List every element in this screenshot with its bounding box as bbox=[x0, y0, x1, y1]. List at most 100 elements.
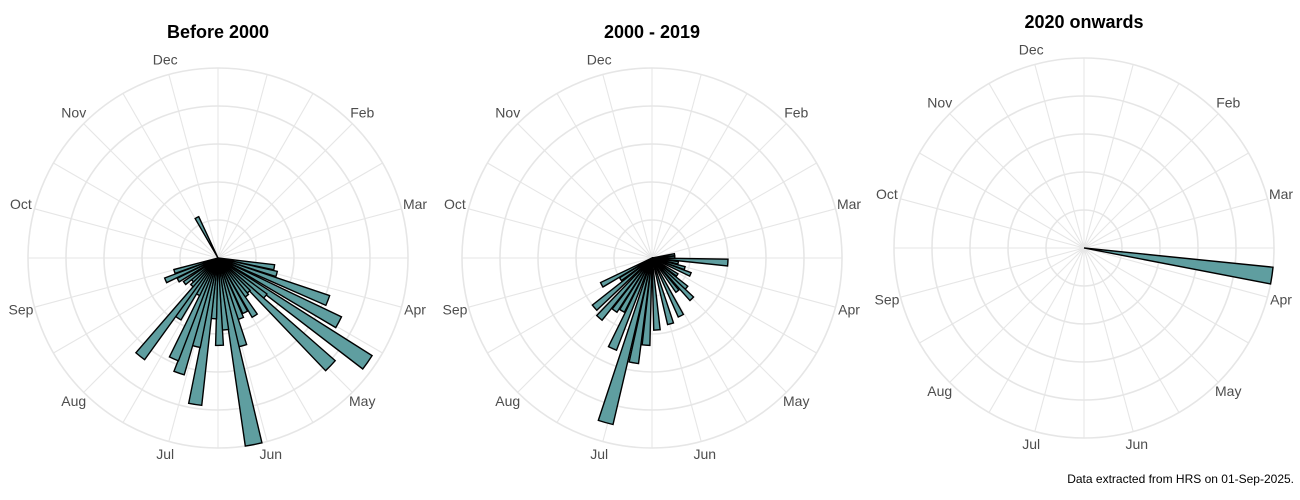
bar bbox=[182, 257, 219, 286]
grid-spoke bbox=[1083, 247, 1249, 344]
grid-spoke bbox=[651, 93, 748, 259]
grid-spoke bbox=[468, 257, 653, 308]
month-label-may: May bbox=[349, 393, 375, 409]
bar bbox=[173, 257, 219, 275]
bar bbox=[1083, 247, 1274, 285]
month-label-feb: Feb bbox=[784, 104, 808, 120]
bar bbox=[607, 257, 653, 352]
month-label-aug: Aug bbox=[495, 393, 520, 409]
grid-spoke bbox=[651, 208, 836, 259]
month-label-jul: Jul bbox=[156, 446, 174, 462]
month-label-oct: Oct bbox=[876, 186, 898, 202]
month-label-apr: Apr bbox=[1270, 292, 1292, 308]
bar bbox=[597, 257, 653, 426]
panel-title: 2020 onwards bbox=[1024, 12, 1143, 32]
bar bbox=[599, 257, 653, 288]
month-label-oct: Oct bbox=[444, 196, 466, 212]
month-label-oct: Oct bbox=[10, 196, 32, 212]
month-label-may: May bbox=[1215, 383, 1241, 399]
grid-spoke bbox=[988, 247, 1085, 413]
grid-spoke bbox=[949, 247, 1085, 383]
bar bbox=[651, 257, 693, 278]
grid-spoke bbox=[1083, 247, 1219, 383]
data-source-caption: Data extracted from HRS on 01-Sep-2025. bbox=[1067, 472, 1294, 486]
grid-spoke bbox=[1034, 64, 1085, 249]
month-label-mar: Mar bbox=[403, 196, 427, 212]
bar bbox=[217, 257, 259, 319]
month-label-jul: Jul bbox=[590, 446, 608, 462]
grid-spoke bbox=[556, 93, 653, 259]
panel-title: Before 2000 bbox=[167, 22, 269, 42]
bar bbox=[194, 215, 219, 259]
month-label-dec: Dec bbox=[153, 52, 178, 68]
grid-spoke bbox=[919, 247, 1085, 344]
month-label-sep: Sep bbox=[874, 292, 899, 308]
month-label-feb: Feb bbox=[350, 104, 374, 120]
bar bbox=[591, 257, 653, 312]
grid-spoke bbox=[217, 123, 353, 259]
bar bbox=[651, 257, 685, 318]
grid-spoke bbox=[217, 208, 402, 259]
grid-spoke bbox=[487, 162, 653, 259]
grid-spoke bbox=[651, 257, 817, 354]
bar bbox=[134, 257, 219, 361]
grid-spoke bbox=[1083, 247, 1134, 432]
grid-spoke bbox=[1083, 83, 1180, 249]
bar bbox=[611, 257, 653, 314]
bar bbox=[217, 257, 343, 329]
month-label-mar: Mar bbox=[837, 196, 861, 212]
grid-spoke bbox=[517, 123, 653, 259]
grid-spoke bbox=[949, 113, 1085, 249]
grid-spoke bbox=[53, 162, 219, 259]
bar bbox=[217, 257, 263, 447]
bar bbox=[217, 257, 331, 307]
month-label-sep: Sep bbox=[442, 302, 467, 318]
panel-title: 2000 - 2019 bbox=[604, 22, 700, 42]
grid-spoke bbox=[1034, 247, 1085, 432]
month-label-aug: Aug bbox=[927, 383, 952, 399]
grid-spoke bbox=[1083, 198, 1268, 249]
grid-spoke bbox=[988, 83, 1085, 249]
grid-spoke bbox=[651, 123, 787, 259]
month-label-aug: Aug bbox=[61, 393, 86, 409]
bar bbox=[163, 257, 219, 284]
polar-panel-2: Feb Mar Apr May Jun Jul Aug Sep Oct Nov Dec 2000 - … bbox=[442, 22, 861, 462]
month-label-nov: Nov bbox=[61, 104, 86, 120]
bar bbox=[651, 257, 680, 294]
grid-spoke bbox=[217, 162, 383, 259]
bar bbox=[217, 257, 249, 315]
month-label-nov: Nov bbox=[927, 94, 952, 110]
polar-panel-1: Feb Mar Apr May Jun Jul Aug Sep Oct Nov Dec Before … bbox=[8, 22, 427, 462]
grid-spoke bbox=[651, 74, 702, 259]
grid-spoke bbox=[468, 208, 653, 259]
bar bbox=[651, 257, 661, 331]
grid-spoke bbox=[168, 74, 219, 259]
grid-spoke bbox=[651, 162, 817, 259]
polar-panel-3: Feb Mar Apr May Jun Jul Aug Sep Oct Nov Dec 2020 on… bbox=[874, 12, 1293, 452]
bar bbox=[217, 257, 337, 372]
month-label-apr: Apr bbox=[404, 302, 426, 318]
month-label-nov: Nov bbox=[495, 104, 520, 120]
grid-spoke bbox=[919, 152, 1085, 249]
month-label-dec: Dec bbox=[1019, 42, 1044, 58]
month-label-feb: Feb bbox=[1216, 94, 1240, 110]
bar bbox=[651, 257, 675, 326]
grid-spoke bbox=[1083, 247, 1180, 413]
grid-spoke bbox=[1083, 64, 1134, 249]
grid-spoke bbox=[34, 208, 219, 259]
grid-spoke bbox=[217, 93, 314, 259]
month-label-jul: Jul bbox=[1022, 436, 1040, 452]
grid-spoke bbox=[900, 198, 1085, 249]
month-label-mar: Mar bbox=[1269, 186, 1293, 202]
month-label-jun: Jun bbox=[694, 446, 717, 462]
bar bbox=[651, 257, 695, 302]
grid-spoke bbox=[900, 247, 1085, 298]
month-label-apr: Apr bbox=[838, 302, 860, 318]
grid-spoke bbox=[217, 74, 268, 259]
month-label-jun: Jun bbox=[1126, 436, 1149, 452]
bar bbox=[595, 257, 653, 322]
month-label-dec: Dec bbox=[587, 52, 612, 68]
grid-spoke bbox=[1083, 247, 1268, 298]
grid-spoke bbox=[83, 123, 219, 259]
